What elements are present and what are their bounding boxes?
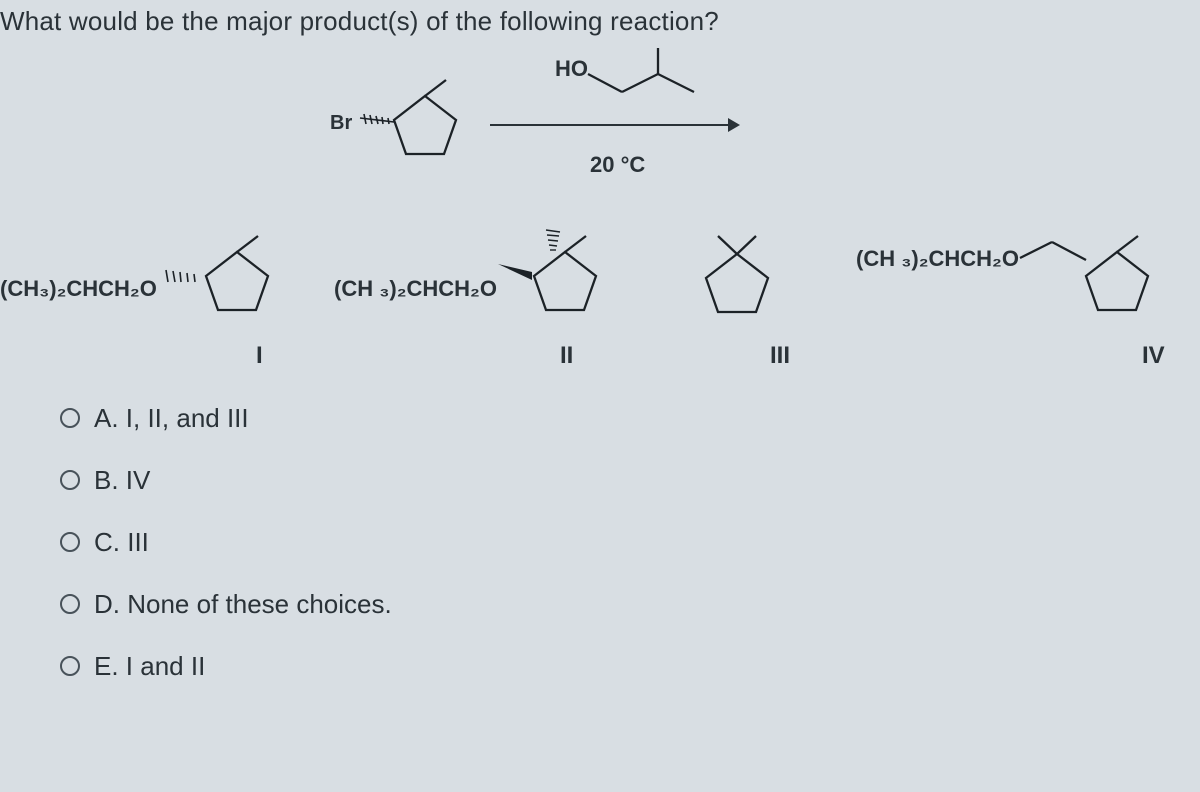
product3-roman: III [770,342,790,370]
choice-b-label: B. IV [94,467,150,493]
choice-e-label: E. I and II [94,653,205,679]
reaction-arrow [490,124,730,126]
isobutanol-skeletal [588,52,718,102]
product1-roman: I [256,342,263,370]
above-arrow-ho: HO [555,56,588,82]
radio-icon [60,656,80,676]
product1-sub: (CH₃)₂CHCH₂O [0,276,157,302]
reaction-scheme: Br HO 20 °C [330,52,770,192]
product4-roman: IV [1142,342,1165,370]
question-text: What would be the major product(s) of th… [0,6,719,37]
product2-roman: II [560,342,573,370]
products-row: (CH₃)₂CHCH₂O I (CH ₃)₂CHCH₂O [0,210,1200,380]
radio-icon [60,594,80,614]
starting-ring [390,92,460,158]
below-arrow-temp: 20 °C [590,152,645,178]
choice-d-label: D. None of these choices. [94,591,392,617]
radio-icon [60,470,80,490]
radio-icon [60,408,80,428]
choice-a[interactable]: A. I, II, and III [60,405,392,431]
product4-sub: (CH ₃)₂CHCH₂O [856,246,1019,272]
choice-a-label: A. I, II, and III [94,405,249,431]
product4-ring [1082,248,1152,314]
product3-ring [702,250,772,316]
choice-d[interactable]: D. None of these choices. [60,591,392,617]
choice-e[interactable]: E. I and II [60,653,392,679]
product1-ring [202,248,272,314]
answer-choices: A. I, II, and III B. IV C. III D. None o… [60,405,392,715]
choice-c-label: C. III [94,529,149,555]
reaction-arrow-head [728,118,740,132]
product2-sub: (CH ₃)₂CHCH₂O [334,276,497,302]
choice-c[interactable]: C. III [60,529,392,555]
choice-b[interactable]: B. IV [60,467,392,493]
product2-ring [530,248,600,314]
radio-icon [60,532,80,552]
reagent-br-label: Br [330,112,352,135]
